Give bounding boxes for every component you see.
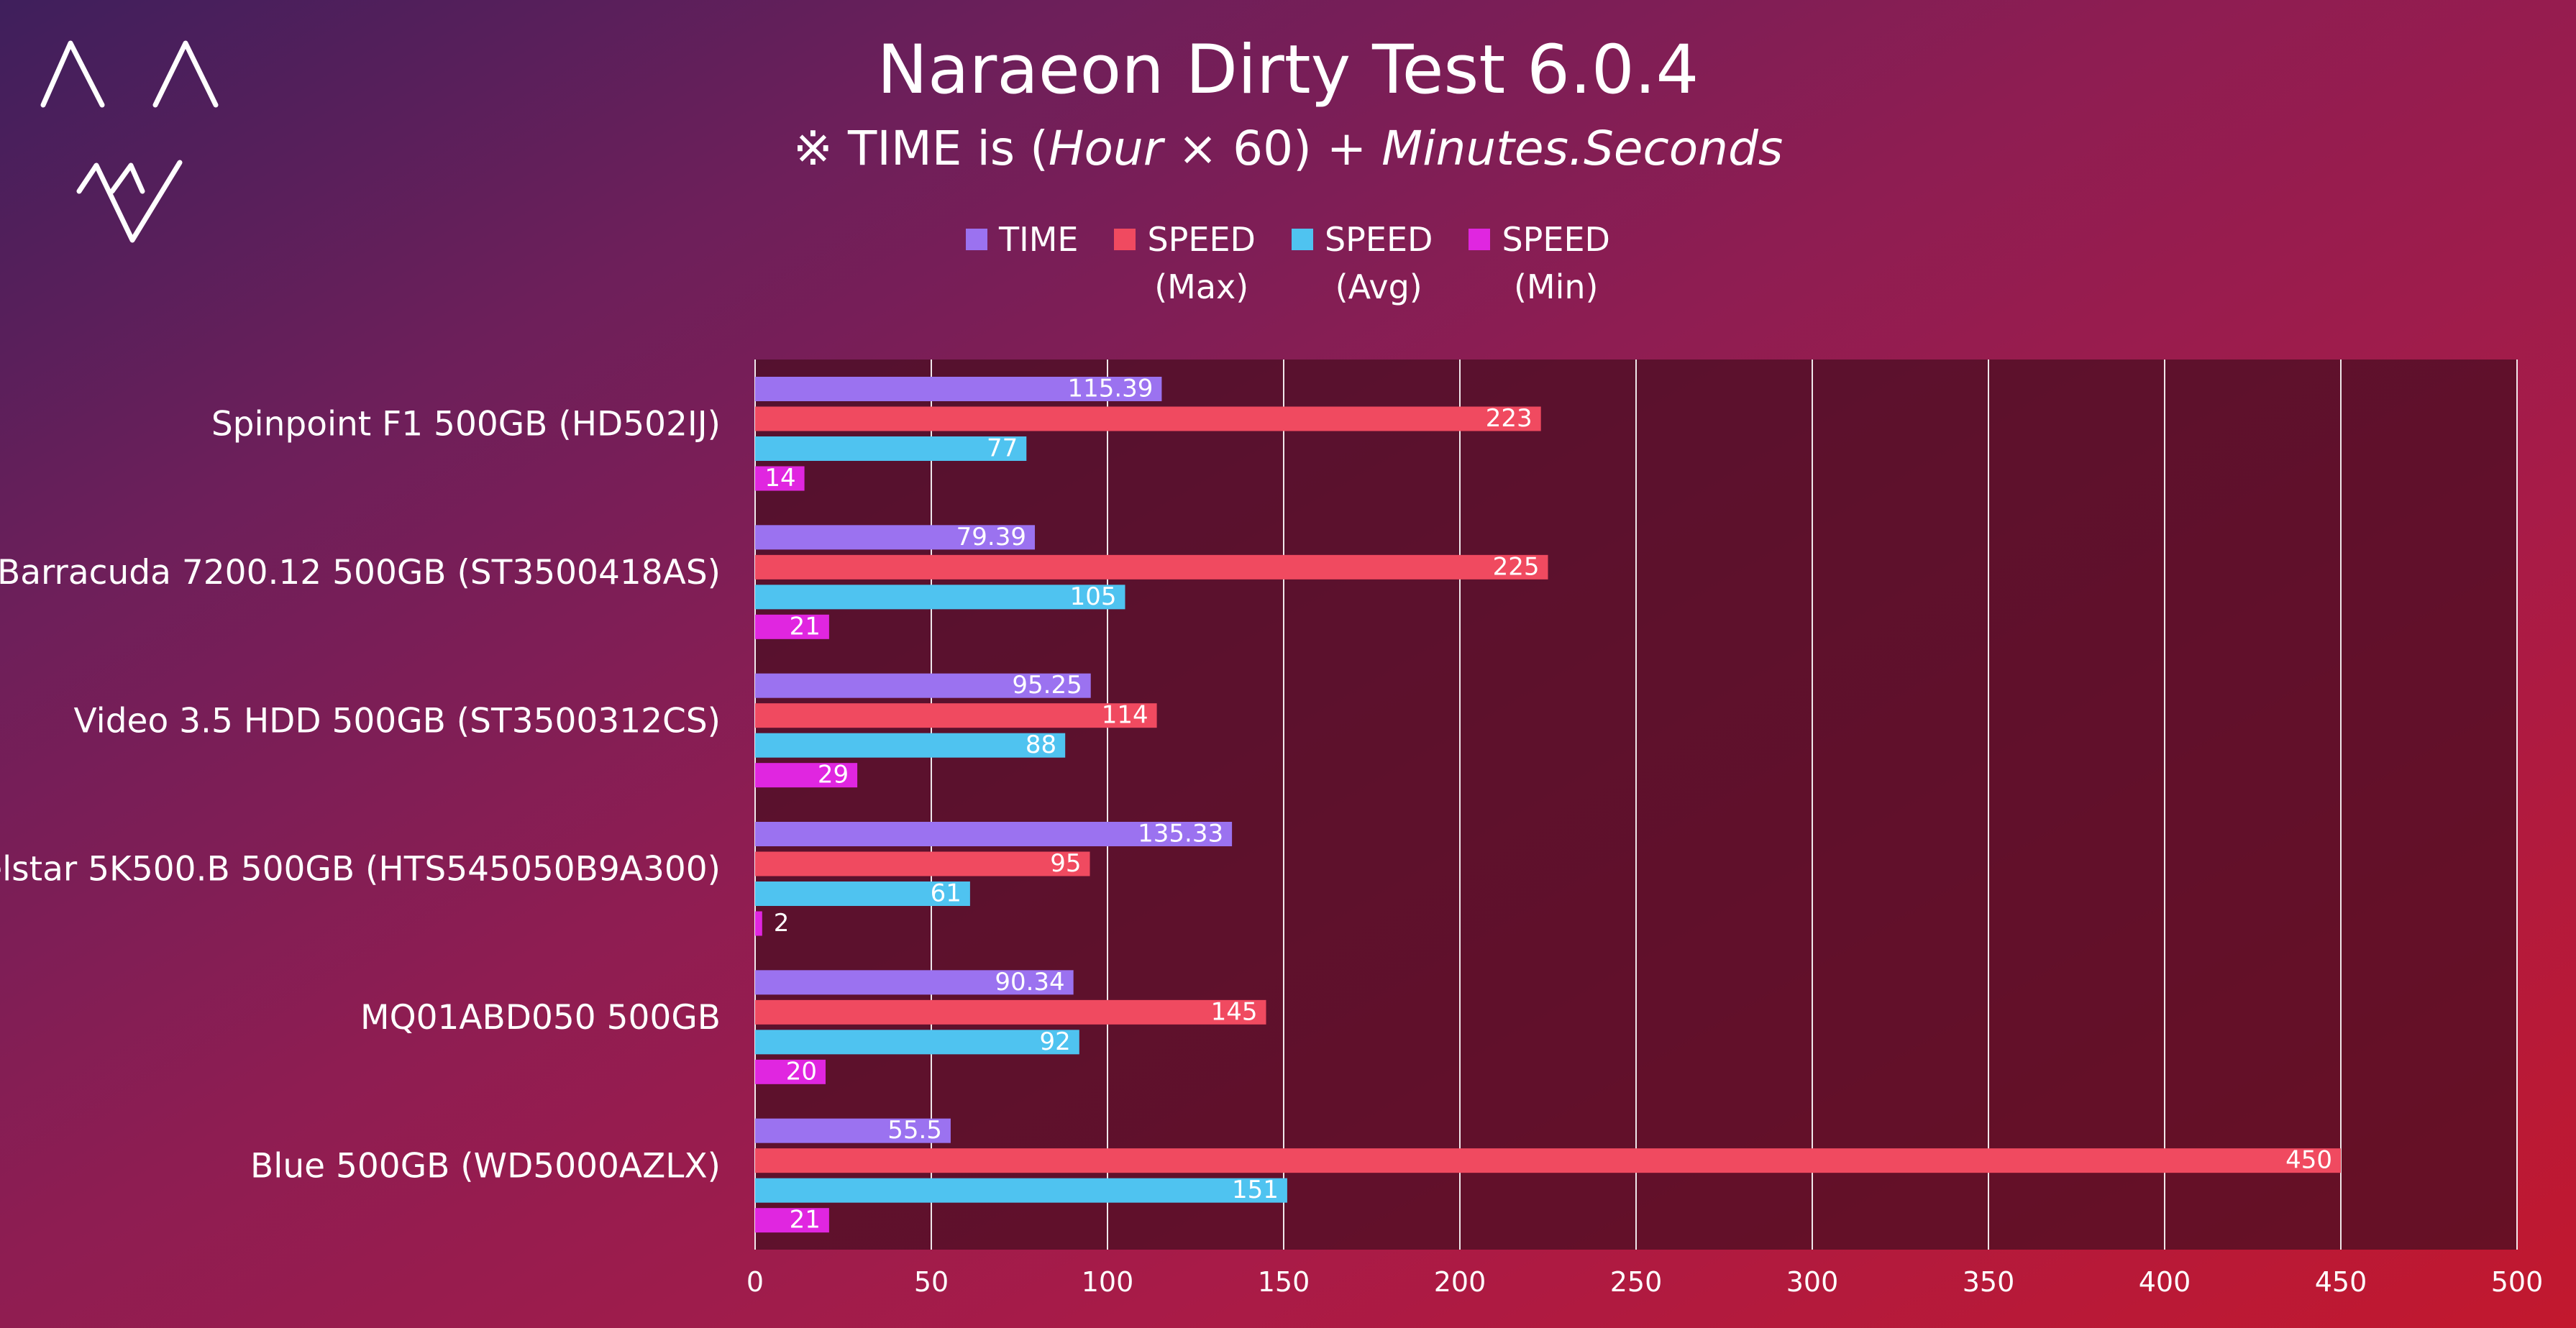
x-tick-label: 150 bbox=[1258, 1266, 1310, 1298]
data-label: 21 bbox=[790, 612, 821, 641]
legend-item-speed-max: SPEED (Max) bbox=[1114, 216, 1256, 311]
data-label: 88 bbox=[1026, 731, 1056, 759]
data-label: 151 bbox=[1232, 1176, 1279, 1204]
bar-speed-max bbox=[755, 851, 1090, 876]
legend-label: TIME bbox=[999, 216, 1078, 263]
category-label: Video 3.5 HDD 500GB (ST3500312CS) bbox=[74, 701, 721, 741]
legend-label: SPEED (Avg) bbox=[1325, 216, 1433, 311]
legend-item-speed-avg: SPEED (Avg) bbox=[1291, 216, 1433, 311]
bar-speed-avg bbox=[755, 585, 1125, 610]
bar-time bbox=[755, 970, 1074, 995]
legend-label-line1: TIME bbox=[999, 220, 1079, 259]
subtitle-hour: Hour bbox=[1048, 121, 1163, 176]
x-tick-label: 100 bbox=[1082, 1266, 1134, 1298]
bar-speed-max bbox=[755, 406, 1541, 431]
category-label: Travelstar 5K500.B 500GB (HTS545050B9A30… bbox=[0, 850, 721, 889]
x-tick-label: 400 bbox=[2139, 1266, 2191, 1298]
legend-label: SPEED (Min) bbox=[1502, 216, 1610, 311]
bar-speed-max bbox=[755, 703, 1157, 728]
data-label: 20 bbox=[786, 1057, 817, 1086]
bar-speed-avg bbox=[755, 1030, 1079, 1055]
category-label: Barracuda 7200.12 500GB (ST3500418AS) bbox=[0, 553, 721, 592]
bar-speed-min bbox=[755, 763, 858, 788]
data-label: 105 bbox=[1070, 582, 1117, 611]
bar-speed-min bbox=[755, 1059, 826, 1084]
legend-swatch bbox=[1291, 229, 1313, 250]
legend-label-line2: (Max) bbox=[1154, 267, 1249, 306]
x-tick-label: 300 bbox=[1786, 1266, 1839, 1298]
legend-label-line1: SPEED bbox=[1324, 220, 1433, 259]
bar-speed-max bbox=[755, 554, 1548, 580]
data-label: 223 bbox=[1486, 404, 1533, 433]
bar-speed-avg bbox=[755, 881, 970, 906]
data-label: 77 bbox=[987, 434, 1018, 463]
legend-swatch bbox=[1469, 229, 1491, 250]
chart-legend: TIME SPEED (Max) SPEED (Avg) SPEED (Min) bbox=[0, 216, 2576, 311]
legend-swatch bbox=[1114, 229, 1136, 250]
data-label: 21 bbox=[790, 1206, 821, 1235]
bar-speed-max bbox=[755, 1148, 2341, 1173]
data-label: 450 bbox=[2285, 1146, 2332, 1175]
bar-speed-avg bbox=[755, 1178, 1287, 1203]
subtitle-minutes-seconds: Minutes.Seconds bbox=[1381, 121, 1783, 176]
data-label: 225 bbox=[1493, 552, 1540, 581]
bar-speed-min bbox=[755, 911, 762, 936]
bar-time bbox=[755, 525, 1036, 550]
x-tick-label: 250 bbox=[1610, 1266, 1663, 1298]
data-label: 2 bbox=[774, 909, 790, 938]
bar-time bbox=[755, 1118, 951, 1143]
data-label: 145 bbox=[1211, 997, 1258, 1026]
data-label: 135.33 bbox=[1138, 820, 1223, 848]
fox-outline-logo-icon bbox=[40, 40, 219, 243]
data-label: 14 bbox=[764, 464, 795, 493]
bar-speed-avg bbox=[755, 733, 1066, 758]
subtitle-prefix: ※ TIME is ( bbox=[793, 121, 1049, 176]
legend-label: SPEED (Max) bbox=[1147, 216, 1256, 311]
legend-swatch bbox=[966, 229, 988, 250]
data-label: 61 bbox=[931, 879, 962, 908]
legend-label-line2: (Min) bbox=[1513, 267, 1599, 306]
bar-time bbox=[755, 377, 1162, 401]
category-label: MQ01ABD050 500GB bbox=[360, 998, 721, 1038]
x-tick-label: 450 bbox=[2315, 1266, 2367, 1298]
legend-item-speed-min: SPEED (Min) bbox=[1469, 216, 1610, 311]
x-tick-label: 0 bbox=[746, 1266, 764, 1298]
legend-label-line1: SPEED bbox=[1147, 220, 1256, 259]
data-label: 90.34 bbox=[995, 968, 1064, 997]
data-label: 79.39 bbox=[956, 523, 1026, 551]
data-label: 95.25 bbox=[1012, 671, 1082, 700]
x-tick-label: 50 bbox=[914, 1266, 949, 1298]
x-tick-label: 350 bbox=[1963, 1266, 2015, 1298]
subtitle-middle: × 60) + bbox=[1162, 121, 1382, 176]
bar-speed-min bbox=[755, 614, 829, 639]
data-label: 114 bbox=[1102, 701, 1148, 730]
category-label: Spinpoint F1 500GB (HD502IJ) bbox=[211, 405, 721, 444]
category-label: Blue 500GB (WD5000AZLX) bbox=[250, 1146, 721, 1186]
bar-speed-max bbox=[755, 999, 1266, 1025]
bar-time bbox=[755, 673, 1091, 698]
legend-label-line1: SPEED bbox=[1502, 220, 1610, 259]
chart-subtitle: ※ TIME is (Hour × 60) + Minutes.Seconds bbox=[0, 116, 2576, 181]
data-label: 92 bbox=[1040, 1027, 1071, 1056]
bar-speed-min bbox=[755, 1208, 829, 1233]
bar-time bbox=[755, 822, 1233, 846]
bar-speed-avg bbox=[755, 436, 1027, 461]
legend-label-line2: (Avg) bbox=[1335, 267, 1422, 306]
data-label: 95 bbox=[1050, 849, 1081, 878]
data-label: 55.5 bbox=[887, 1116, 942, 1145]
data-label: 115.39 bbox=[1067, 375, 1153, 403]
legend-item-time: TIME bbox=[966, 216, 1078, 311]
x-tick-label: 500 bbox=[2491, 1266, 2544, 1298]
chart-title: Naraeon Dirty Test 6.0.4 bbox=[877, 31, 1699, 109]
data-label: 29 bbox=[818, 761, 849, 789]
x-tick-label: 200 bbox=[1434, 1266, 1486, 1298]
bar-speed-min bbox=[755, 466, 805, 491]
